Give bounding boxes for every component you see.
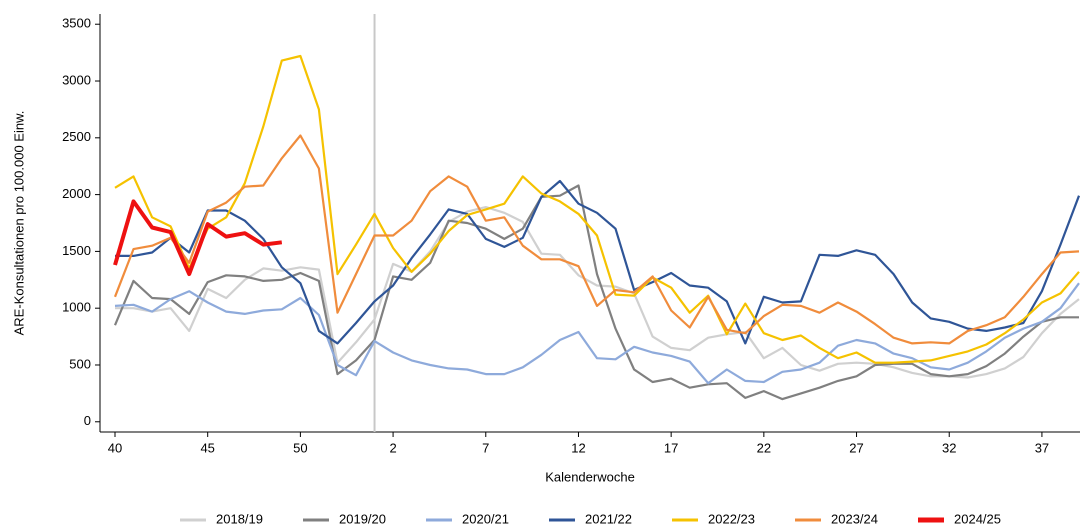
y-tick-label: 2000 — [62, 186, 91, 201]
x-tick-label: 32 — [942, 440, 956, 455]
series-line — [113, 184, 1079, 401]
x-tick-label: 40 — [108, 440, 122, 455]
series-line — [113, 199, 283, 277]
y-tick-label: 3500 — [62, 16, 91, 31]
series-line — [114, 54, 1080, 364]
legend-label: 2021/22 — [585, 511, 632, 526]
y-tick-label: 1000 — [62, 300, 91, 315]
x-tick-label: 2 — [389, 440, 396, 455]
x-tick-label: 17 — [664, 440, 678, 455]
x-tick-label: 27 — [849, 440, 863, 455]
y-tick-label: 0 — [84, 413, 91, 428]
legend-label: 2019/20 — [339, 511, 386, 526]
x-tick-label: 22 — [757, 440, 771, 455]
x-tick-label: 45 — [200, 440, 214, 455]
y-tick-label: 500 — [69, 356, 91, 371]
y-axis-title: ARE-Konsultationen pro 100.000 Einw. — [11, 111, 26, 336]
x-tick-label: 12 — [571, 440, 585, 455]
y-tick-label: 1500 — [62, 243, 91, 258]
series-line — [115, 179, 1081, 345]
series-line — [115, 206, 1080, 379]
legend-label: 2018/19 — [216, 511, 263, 526]
x-tick-label: 50 — [293, 440, 307, 455]
legend-label: 2024/25 — [954, 511, 1001, 526]
series-line — [113, 134, 1080, 345]
series-line — [114, 282, 1080, 385]
y-tick-label: 2500 — [62, 129, 91, 144]
x-tick-label: 37 — [1035, 440, 1049, 455]
legend-label: 2023/24 — [831, 511, 878, 526]
y-tick-label: 3000 — [62, 72, 91, 87]
legend-label: 2020/21 — [462, 511, 509, 526]
x-tick-label: 7 — [482, 440, 489, 455]
legend-label: 2022/23 — [708, 511, 755, 526]
x-axis-title: Kalenderwoche — [545, 469, 635, 484]
